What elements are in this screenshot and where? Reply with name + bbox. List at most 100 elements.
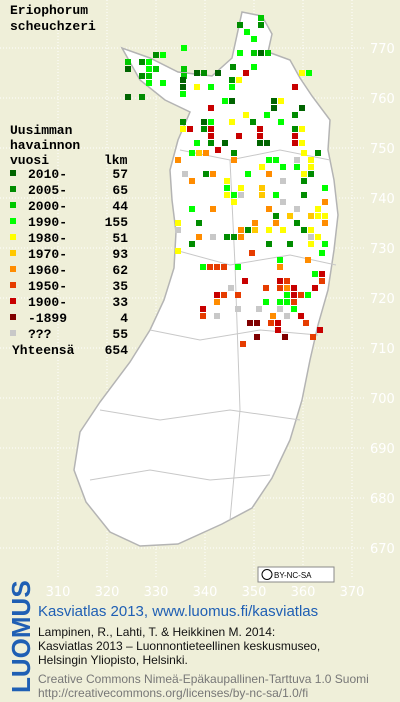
observation — [201, 70, 207, 76]
grid-label: 370 — [340, 585, 365, 600]
observation — [210, 206, 216, 212]
legend-label: 2000- — [28, 199, 67, 214]
grid-label: 720 — [370, 292, 395, 307]
observation — [182, 171, 188, 177]
observation — [258, 15, 264, 21]
observation — [146, 59, 152, 65]
observation — [301, 192, 307, 198]
observation — [251, 50, 257, 56]
observation — [224, 185, 230, 191]
link[interactable]: Kasviatlas 2013, www.luomus.fi/kasviatla… — [38, 603, 318, 620]
observation — [315, 234, 321, 240]
observation — [208, 126, 214, 132]
observation — [194, 84, 200, 90]
observation — [240, 341, 246, 347]
observation — [252, 220, 258, 226]
observation — [196, 234, 202, 240]
observation — [291, 292, 297, 298]
legend-swatch — [10, 282, 16, 288]
observation — [305, 292, 311, 298]
observation — [306, 70, 312, 76]
license: http://creativecommons.org/licenses/by-n… — [38, 686, 308, 700]
grid-label: 680 — [370, 492, 395, 507]
observation — [231, 199, 237, 205]
observation — [229, 98, 235, 104]
legend-swatch — [10, 202, 16, 208]
legend-count: 44 — [112, 199, 128, 214]
grid-label: 760 — [370, 92, 395, 107]
observation — [266, 227, 272, 233]
grid-label: 690 — [370, 442, 395, 457]
observation — [257, 140, 263, 146]
citation: Helsingin Yliopisto, Helsinki. — [38, 653, 188, 667]
legend-count: 35 — [112, 279, 128, 294]
observation — [312, 271, 318, 277]
observation — [280, 178, 286, 184]
observation — [273, 157, 279, 163]
legend-heading: havainnon — [10, 138, 80, 153]
observation — [291, 299, 297, 305]
legend-count: 55 — [112, 327, 128, 342]
observation — [200, 306, 206, 312]
observation — [153, 66, 159, 72]
grid-label: 320 — [95, 585, 120, 600]
observation — [287, 241, 293, 247]
observation — [301, 150, 307, 156]
observation — [266, 206, 272, 212]
observation — [284, 292, 290, 298]
brand: LUOMUS — [6, 580, 36, 693]
observation — [310, 334, 316, 340]
observation — [312, 285, 318, 291]
grid-label: 360 — [291, 585, 316, 600]
observation — [301, 227, 307, 233]
legend-count: 155 — [105, 215, 129, 230]
observation — [214, 313, 220, 319]
observation — [210, 171, 216, 177]
observation — [268, 320, 274, 326]
observation — [301, 171, 307, 177]
observation — [231, 192, 237, 198]
grid-label: 670 — [370, 542, 395, 557]
observation — [215, 147, 221, 153]
observation — [201, 119, 207, 125]
observation — [287, 213, 293, 219]
observation — [277, 278, 283, 284]
observation — [273, 192, 279, 198]
observation — [319, 250, 325, 256]
observation — [308, 213, 314, 219]
observation — [203, 150, 209, 156]
observation — [280, 227, 286, 233]
observation — [237, 50, 243, 56]
observation — [322, 185, 328, 191]
grid-label: 310 — [46, 585, 71, 600]
observation — [280, 164, 286, 170]
observation — [194, 140, 200, 146]
observation — [194, 70, 200, 76]
observation — [208, 119, 214, 125]
observation — [230, 64, 236, 70]
observation — [322, 241, 328, 247]
observation — [277, 285, 283, 291]
observation — [215, 70, 221, 76]
observation — [214, 264, 220, 270]
observation — [146, 66, 152, 72]
observation — [180, 91, 186, 97]
observation — [208, 133, 214, 139]
legend-label: 1900- — [28, 295, 67, 310]
observation — [322, 199, 328, 205]
observation — [263, 285, 269, 291]
grid-label: 750 — [370, 142, 395, 157]
observation — [294, 206, 300, 212]
observation — [294, 157, 300, 163]
legend-heading: lkm — [104, 153, 128, 168]
observation — [229, 84, 235, 90]
observation — [201, 126, 207, 132]
legend-count: 93 — [112, 247, 128, 262]
observation — [317, 327, 323, 333]
legend-swatch — [10, 170, 16, 176]
legend-swatch — [10, 314, 16, 320]
observation — [235, 306, 241, 312]
observation — [235, 264, 241, 270]
observation — [292, 84, 298, 90]
